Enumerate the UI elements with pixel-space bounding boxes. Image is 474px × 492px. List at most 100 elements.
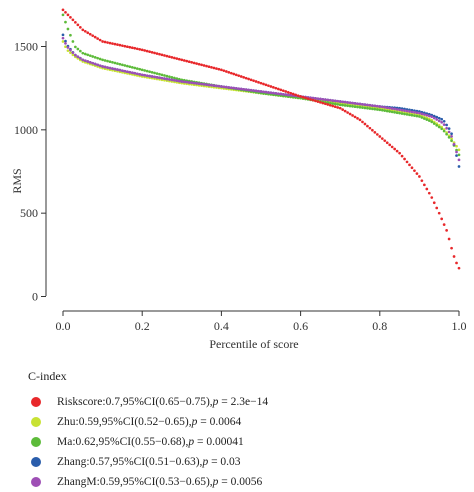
data-point bbox=[445, 229, 448, 232]
data-point bbox=[173, 76, 176, 80]
legend-entry-ma: Ma:0.62,95%CI(0.55−0.68),p = 0.00041 bbox=[28, 432, 468, 452]
data-point bbox=[346, 104, 349, 108]
data-point bbox=[425, 113, 429, 117]
data-point bbox=[220, 85, 223, 88]
data-point bbox=[410, 166, 414, 170]
data-point bbox=[366, 124, 369, 128]
series-zhang bbox=[61, 33, 461, 168]
data-point bbox=[383, 105, 387, 109]
data-point bbox=[383, 139, 387, 143]
data-point bbox=[96, 37, 99, 40]
data-point bbox=[390, 110, 394, 114]
data-point bbox=[190, 81, 194, 85]
data-point bbox=[61, 13, 65, 17]
data-point bbox=[128, 45, 132, 49]
data-point bbox=[153, 51, 156, 55]
data-point bbox=[121, 63, 124, 67]
data-point bbox=[101, 40, 104, 43]
data-point bbox=[418, 115, 421, 118]
data-point bbox=[269, 85, 273, 88]
data-point bbox=[361, 102, 364, 106]
data-point bbox=[356, 117, 359, 120]
data-point bbox=[91, 34, 95, 38]
data-point bbox=[170, 55, 174, 59]
data-point bbox=[311, 98, 315, 102]
data-point bbox=[160, 53, 164, 57]
data-point bbox=[239, 75, 243, 78]
data-point bbox=[346, 101, 349, 104]
data-point bbox=[222, 85, 226, 89]
data-point bbox=[321, 101, 325, 105]
data-point bbox=[450, 135, 453, 138]
data-point bbox=[98, 64, 102, 68]
data-point bbox=[182, 80, 186, 84]
data-point bbox=[331, 102, 335, 105]
data-point bbox=[252, 79, 255, 83]
data-point bbox=[106, 41, 109, 44]
data-point bbox=[88, 32, 92, 36]
data-point bbox=[108, 41, 112, 45]
data-point bbox=[388, 106, 392, 110]
data-point bbox=[264, 90, 268, 94]
data-point bbox=[148, 50, 151, 54]
data-point bbox=[170, 78, 174, 82]
data-point bbox=[116, 43, 119, 46]
data-point bbox=[380, 105, 384, 109]
data-point bbox=[393, 147, 396, 151]
data-point bbox=[135, 47, 139, 51]
data-point bbox=[247, 77, 250, 81]
data-point bbox=[437, 125, 441, 129]
data-point bbox=[457, 266, 461, 270]
data-point bbox=[187, 60, 191, 64]
data-point bbox=[133, 66, 137, 70]
data-point bbox=[413, 110, 416, 114]
data-point bbox=[415, 172, 419, 175]
data-point bbox=[192, 81, 196, 85]
data-point bbox=[140, 48, 144, 52]
data-point bbox=[143, 73, 147, 77]
legend-swatch bbox=[31, 417, 41, 427]
data-point bbox=[237, 74, 241, 78]
data-point bbox=[331, 104, 335, 108]
data-point bbox=[267, 84, 270, 88]
data-point bbox=[358, 102, 362, 106]
data-point bbox=[173, 56, 176, 60]
data-point bbox=[445, 132, 448, 136]
data-point bbox=[202, 82, 206, 86]
legend-p-value: = 0.03 bbox=[208, 456, 241, 468]
data-point bbox=[423, 183, 426, 187]
data-point bbox=[242, 87, 246, 91]
legend-label: Ma:0.62,95%CI(0.55−0.68),p = 0.00041 bbox=[57, 436, 244, 448]
data-point bbox=[403, 112, 406, 116]
data-point bbox=[442, 123, 446, 126]
data-point bbox=[177, 79, 181, 83]
data-point bbox=[185, 59, 189, 63]
data-point bbox=[175, 77, 179, 80]
data-point bbox=[239, 87, 243, 91]
data-point bbox=[126, 45, 129, 49]
legend-entry-riskscore: Riskscore:0.7,95%CI(0.65−0.75),p = 2.3e−… bbox=[28, 392, 468, 412]
legend-p-value: = 0.0064 bbox=[197, 416, 242, 428]
data-point bbox=[420, 116, 424, 119]
data-point bbox=[435, 123, 439, 127]
data-point bbox=[200, 63, 203, 67]
data-point bbox=[457, 148, 461, 152]
data-point bbox=[304, 96, 307, 100]
data-point bbox=[71, 53, 75, 57]
data-point bbox=[155, 52, 159, 55]
data-point bbox=[130, 65, 134, 69]
data-point bbox=[328, 98, 332, 102]
data-point bbox=[380, 137, 384, 140]
data-point bbox=[140, 68, 144, 72]
data-point bbox=[123, 64, 127, 67]
data-point bbox=[103, 40, 107, 44]
series-zhu bbox=[61, 40, 461, 152]
data-point bbox=[212, 66, 216, 70]
data-point bbox=[445, 126, 448, 130]
data-point bbox=[81, 51, 85, 55]
data-point bbox=[442, 223, 446, 226]
legend-series-name: Ma: bbox=[57, 436, 76, 448]
data-point bbox=[88, 54, 92, 58]
data-point bbox=[388, 143, 392, 147]
data-point bbox=[76, 55, 80, 59]
